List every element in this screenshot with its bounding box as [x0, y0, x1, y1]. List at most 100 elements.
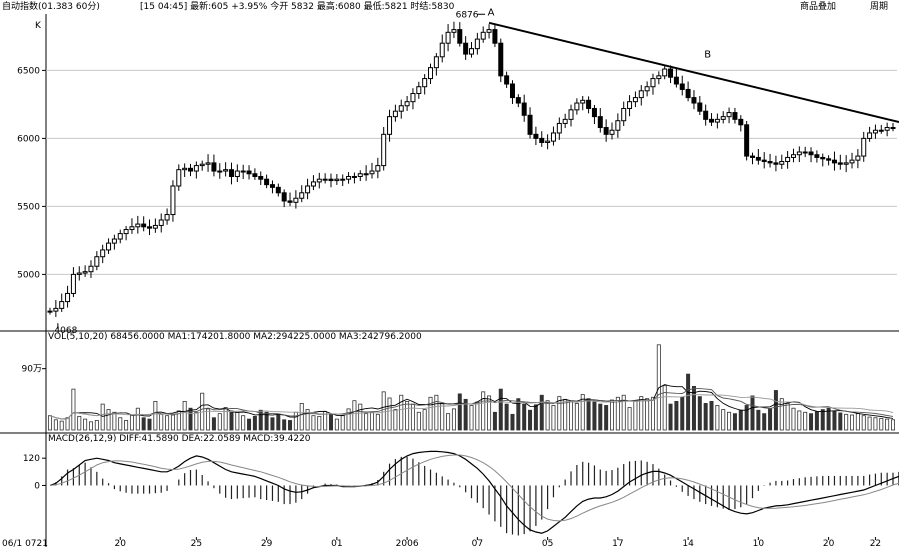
- volume-bar: [867, 416, 872, 431]
- volume-bar: [112, 411, 117, 431]
- volume-bar: [434, 394, 439, 431]
- volume-bar: [545, 400, 550, 431]
- candle-body: [205, 162, 211, 165]
- candle-body: [509, 83, 515, 99]
- volume-bar: [481, 391, 486, 431]
- candle-body: [867, 132, 873, 139]
- volume-bar: [65, 417, 70, 431]
- volume-bar: [270, 417, 275, 431]
- candle-body: [451, 29, 457, 33]
- volume-bar: [861, 415, 866, 431]
- volume-bar: [129, 414, 134, 431]
- x-axis-label: 22: [870, 539, 881, 547]
- candle-body: [820, 156, 826, 160]
- candle-body: [123, 229, 129, 235]
- volume-bar: [516, 398, 521, 431]
- candle-body: [533, 133, 539, 139]
- x-axis-label: 20: [115, 539, 127, 547]
- candle-body: [498, 42, 504, 77]
- candle-body: [234, 170, 240, 177]
- volume-bar: [727, 411, 732, 431]
- x-axis-label: 29: [261, 539, 273, 547]
- volume-bar: [844, 413, 849, 431]
- candle-body: [88, 265, 94, 273]
- candle-body: [158, 219, 164, 226]
- volume-bar: [855, 413, 860, 431]
- candle-body: [59, 301, 65, 309]
- candle-body: [843, 162, 849, 165]
- candle-body: [521, 102, 527, 116]
- volume-bar: [674, 400, 679, 431]
- candle-body: [469, 48, 474, 55]
- volume-bar: [293, 411, 298, 431]
- candle-body: [849, 159, 855, 164]
- candle-body: [515, 97, 521, 104]
- candle-body: [574, 102, 580, 111]
- candle-body: [240, 170, 246, 173]
- volume-bar: [170, 414, 175, 431]
- volume-bar: [147, 418, 152, 431]
- volume-bar: [393, 409, 398, 431]
- volume-bar: [463, 398, 468, 431]
- volume-bar: [334, 418, 339, 431]
- quote-readout: [15 04:45] 最新:605 +3.95% 今开 5832 最高:6080…: [140, 2, 455, 12]
- candle-body: [65, 292, 71, 303]
- candle-body: [363, 173, 369, 176]
- candle-body: [199, 163, 205, 167]
- candle-body: [808, 151, 814, 156]
- volume-bar: [773, 390, 778, 431]
- macd-dea-line: [49, 454, 899, 522]
- candle-body: [129, 226, 135, 231]
- overlay-button[interactable]: 商品叠加: [800, 2, 837, 12]
- candle-body: [322, 178, 328, 181]
- candle-body: [463, 42, 469, 55]
- candle-body: [884, 127, 890, 131]
- volume-bar: [305, 409, 310, 431]
- volume-bar: [141, 417, 146, 431]
- volume-bar: [247, 418, 252, 431]
- candle-body: [299, 192, 305, 199]
- volume-bar: [124, 420, 129, 431]
- candle-body: [117, 233, 123, 240]
- candle-body: [550, 132, 556, 142]
- volume-bar: [369, 411, 374, 431]
- candle-body: [269, 184, 275, 188]
- candle-body: [750, 155, 755, 158]
- volume-bar: [762, 413, 767, 431]
- candle-body: [878, 129, 884, 132]
- volume-bar: [574, 403, 579, 431]
- candle-body: [445, 31, 451, 44]
- candle-body: [837, 162, 843, 165]
- candle-body: [193, 165, 199, 172]
- candle-body: [615, 120, 621, 131]
- volume-bar: [498, 388, 503, 431]
- volume-bar: [475, 401, 480, 431]
- candle-body: [872, 129, 878, 134]
- volume-bar: [94, 420, 99, 431]
- candle-body: [398, 105, 404, 112]
- volume-bar: [551, 405, 556, 431]
- candle-body: [709, 118, 715, 123]
- volume-bar: [750, 395, 755, 431]
- candle-body: [281, 192, 287, 202]
- volume-bar: [165, 415, 170, 431]
- volume-bar: [627, 407, 632, 431]
- candle-body: [486, 29, 492, 33]
- candle-body: [141, 223, 147, 228]
- volume-bar: [422, 409, 427, 431]
- volume-bar: [223, 407, 228, 431]
- volume-bar: [779, 398, 784, 431]
- price-tick-label: 6000: [17, 134, 40, 144]
- volume-bar: [88, 421, 93, 431]
- macd-legend: MACD(26,12,9) DIFF:41.5890 DEA:22.0589 M…: [48, 434, 311, 444]
- candle-body: [100, 249, 106, 258]
- candle-body: [720, 116, 726, 120]
- candle-body: [258, 175, 264, 180]
- candle-body: [410, 93, 416, 103]
- candle-body: [703, 110, 709, 120]
- volume-bar: [77, 415, 82, 431]
- volume-bar: [557, 396, 562, 431]
- macd-diff-line: [49, 450, 899, 534]
- period-button[interactable]: 周期: [870, 2, 889, 12]
- volume-bar: [873, 417, 878, 431]
